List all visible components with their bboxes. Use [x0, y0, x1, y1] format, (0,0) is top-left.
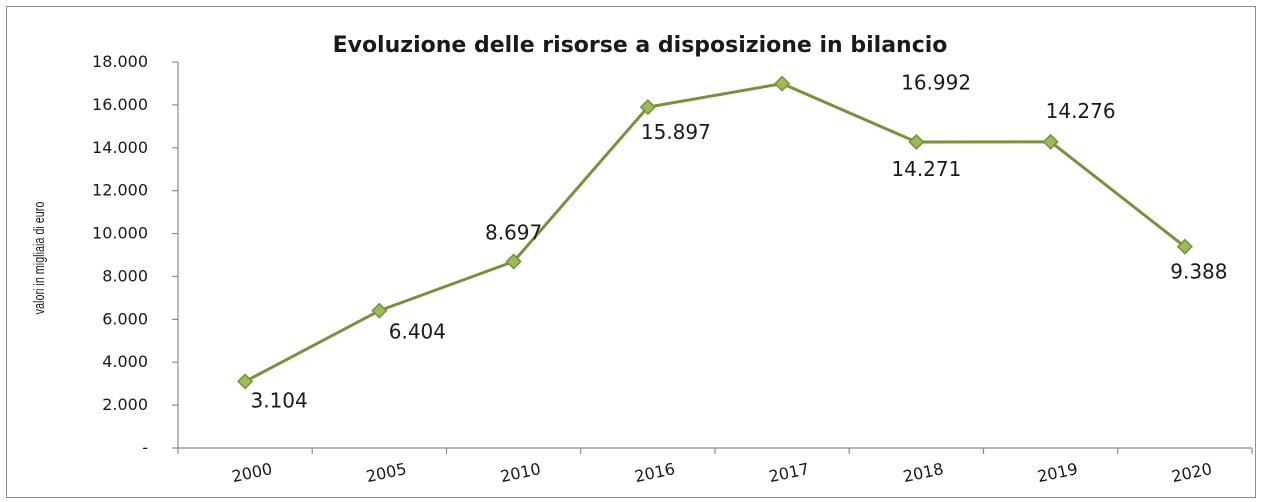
y-tick-label: 16.000 — [92, 95, 148, 114]
y-tick-label: 4.000 — [102, 352, 148, 371]
y-ticks: - 2.000 4.000 6.000 8.000 10.000 12.000 14.000 1… — [92, 52, 178, 457]
x-ticks: 2000 2005 2010 2016 2017 2018 2019 2020 — [177, 448, 1253, 486]
y-tick-label: 10.000 — [92, 224, 148, 243]
data-labels: 3.104 6.404 8.697 15.897 16.992 14.271 14.276 9… — [250, 71, 1227, 413]
data-point-marker — [908, 133, 925, 151]
x-tick-label: 2020 — [1170, 459, 1214, 486]
data-point-marker — [639, 99, 656, 116]
data-label: 9.388 — [1170, 260, 1227, 284]
data-label: 8.697 — [485, 220, 542, 244]
data-point-marker — [237, 373, 254, 390]
y-tick-label: 18.000 — [92, 52, 148, 71]
x-tick-label: 2018 — [901, 459, 945, 486]
series-line — [244, 82, 1186, 383]
data-point-marker — [371, 302, 388, 319]
y-axis-label: valori in migliaia di euro — [30, 202, 47, 315]
data-label: 15.897 — [641, 120, 711, 144]
y-tick-label: 8.000 — [102, 266, 148, 285]
x-tick-label: 2019 — [1036, 459, 1080, 486]
data-label: 6.404 — [389, 320, 446, 344]
y-tick-label: 14.000 — [92, 138, 148, 157]
data-markers — [237, 75, 1193, 390]
data-label: 3.104 — [250, 388, 307, 412]
chart-title: Evoluzione delle risorse a disposizione … — [333, 33, 948, 58]
data-point-marker — [1042, 133, 1059, 150]
data-label: 14.271 — [891, 157, 961, 181]
x-tick-label: 2005 — [364, 459, 408, 486]
data-point-marker — [1176, 238, 1193, 255]
y-tick-label: 6.000 — [102, 309, 148, 328]
x-tick-label: 2000 — [230, 459, 274, 486]
data-label: 14.276 — [1046, 99, 1116, 123]
data-label: 16.992 — [901, 71, 971, 95]
x-tick-label: 2016 — [633, 459, 677, 486]
x-tick-label: 2017 — [767, 459, 811, 486]
y-tick-label: - — [142, 438, 148, 457]
y-tick-label: 2.000 — [102, 395, 148, 414]
data-point-marker — [774, 75, 791, 92]
data-point-marker — [505, 253, 522, 270]
chart-frame — [6, 6, 1256, 498]
y-tick-label: 12.000 — [92, 181, 148, 200]
x-tick-label: 2010 — [499, 459, 543, 486]
